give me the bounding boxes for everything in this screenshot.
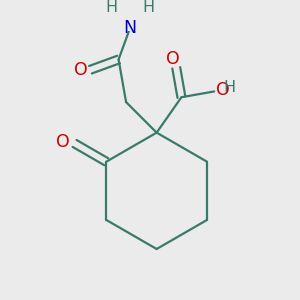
Text: H: H [142,0,154,15]
Text: H: H [106,0,118,15]
Text: O: O [56,133,70,151]
Text: O: O [216,81,230,99]
Text: O: O [166,50,180,68]
Text: O: O [74,61,88,79]
Text: H: H [223,80,235,95]
Text: N: N [123,19,136,37]
